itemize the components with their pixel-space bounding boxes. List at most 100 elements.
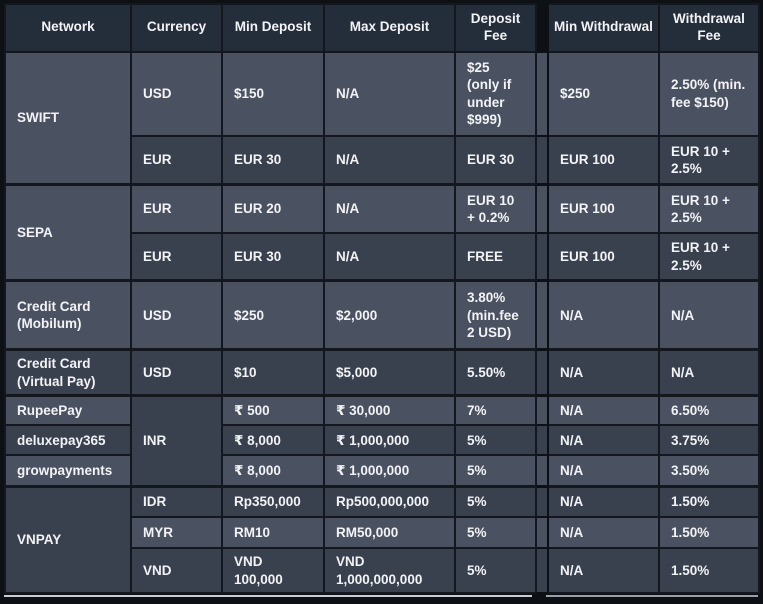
cell-network: SEPA	[4, 183, 132, 282]
cell-withdrawal-fee: 3.75%	[658, 424, 760, 457]
table-row: Credit Card (Mobilum) USD $250 $2,000 3.…	[4, 279, 760, 351]
cell-withdrawal-fee: 3.50%	[658, 454, 760, 488]
column-group-gap	[535, 547, 549, 594]
cell-currency: MYR	[130, 516, 223, 550]
column-group-gap	[535, 424, 549, 457]
table-row: deluxepay365 ₹ 8,000 ₹ 1,000,000 5% N/A …	[4, 424, 760, 457]
cell-max-deposit: $2,000	[323, 279, 456, 351]
table-row: Credit Card (Virtual Pay) USD $10 $5,000…	[4, 348, 760, 397]
cell-min-withdrawal: $250	[547, 50, 660, 137]
cell-deposit-fee: 5%	[454, 424, 537, 457]
cell-min-deposit: EUR 30	[221, 134, 325, 186]
cell-max-deposit: Rp500,000,000	[323, 484, 456, 519]
cell-withdrawal-fee: 1.50%	[658, 516, 760, 550]
cell-currency: EUR	[130, 134, 223, 186]
cell-min-deposit: $150	[221, 50, 325, 137]
column-group-gap	[535, 134, 549, 186]
cell-min-deposit: $250	[221, 279, 325, 351]
cell-max-deposit: N/A	[323, 134, 456, 186]
cell-min-withdrawal: N/A	[547, 454, 660, 488]
cell-max-deposit: N/A	[323, 50, 456, 137]
cell-min-withdrawal: N/A	[547, 484, 660, 519]
column-group-gap	[535, 484, 549, 519]
cell-deposit-fee: FREE	[454, 231, 537, 282]
table-row: SEPA EUR EUR 20 N/A EUR 10 + 0.2% EUR 10…	[4, 183, 760, 282]
cell-withdrawal-fee: 1.50%	[658, 547, 760, 594]
cell-deposit-fee: $25 (only if under $999)	[454, 50, 537, 137]
cell-deposit-fee: EUR 10 + 0.2%	[454, 183, 537, 234]
column-group-gap	[535, 231, 549, 282]
cell-network: growpayments	[4, 454, 132, 488]
cell-currency: VND	[130, 547, 223, 594]
cell-network: VNPAY	[4, 484, 132, 594]
cell-network: RupeePay	[4, 393, 132, 427]
cell-deposit-fee: 5.50%	[454, 348, 537, 397]
cell-min-withdrawal: N/A	[547, 279, 660, 351]
table-row: SWIFT USD $150 N/A $25 (only if under $9…	[4, 50, 760, 186]
cell-min-deposit: EUR 20	[221, 183, 325, 234]
cell-withdrawal-fee: 6.50%	[658, 393, 760, 427]
cell-withdrawal-fee: EUR 10 + 2.5%	[658, 183, 760, 234]
cell-withdrawal-fee: EUR 10 + 2.5%	[658, 134, 760, 186]
cell-min-deposit: $10	[221, 348, 325, 397]
table-row: growpayments ₹ 8,000 ₹ 1,000,000 5% N/A …	[4, 454, 760, 488]
cell-min-deposit: RM10	[221, 516, 325, 550]
cell-deposit-fee: 5%	[454, 484, 537, 519]
table-bottom-border	[4, 594, 758, 597]
cell-currency: EUR	[130, 183, 223, 234]
cell-withdrawal-fee: 2.50% (min. fee $150)	[658, 50, 760, 137]
table-row: VND VND 100,000 VND 1,000,000,000 5% N/A…	[5, 547, 760, 594]
col-header-min-deposit: Min Deposit	[221, 3, 325, 53]
cell-min-withdrawal: EUR 100	[547, 231, 660, 282]
table-row: RupeePay INR ₹ 500 ₹ 30,000 7% N/A 6.50%	[4, 393, 760, 488]
col-header-deposit-fee: Deposit Fee	[454, 3, 537, 53]
col-header-currency: Currency	[130, 3, 223, 53]
column-group-gap	[535, 516, 549, 550]
cell-currency: USD	[130, 50, 223, 137]
col-header-max-deposit: Max Deposit	[323, 3, 456, 53]
column-group-gap	[535, 348, 549, 397]
cell-deposit-fee: EUR 30	[454, 134, 537, 186]
cell-min-deposit: Rp350,000	[221, 484, 325, 519]
cell-currency: INR	[130, 393, 223, 488]
cell-network: SWIFT	[4, 50, 132, 186]
cell-network: deluxepay365	[4, 424, 132, 457]
cell-network: Credit Card (Virtual Pay)	[4, 348, 132, 397]
cell-max-deposit: VND 1,000,000,000	[323, 547, 456, 594]
cell-withdrawal-fee: N/A	[658, 348, 760, 397]
column-group-gap	[535, 393, 549, 427]
cell-deposit-fee: 7%	[454, 393, 537, 427]
cell-min-withdrawal: N/A	[547, 393, 660, 427]
cell-network: Credit Card (Mobilum)	[4, 279, 132, 351]
cell-currency: USD	[130, 279, 223, 351]
column-group-gap	[535, 3, 549, 53]
cell-min-withdrawal: EUR 100	[547, 183, 660, 234]
cell-min-deposit: EUR 30	[221, 231, 325, 282]
cell-withdrawal-fee: 1.50%	[658, 484, 760, 519]
cell-deposit-fee: 5%	[454, 454, 537, 488]
header-row: Network Currency Min Deposit Max Deposit…	[4, 3, 760, 53]
table-row: VNPAY IDR Rp350,000 Rp500,000,000 5% N/A…	[4, 484, 760, 594]
cell-min-deposit: ₹ 8,000	[221, 454, 325, 488]
cell-max-deposit: $5,000	[323, 348, 456, 397]
col-header-withdrawal-fee: Withdrawal Fee	[658, 3, 760, 53]
cell-max-deposit: ₹ 1,000,000	[323, 424, 456, 457]
cell-max-deposit: N/A	[323, 183, 456, 234]
cell-max-deposit: N/A	[323, 231, 456, 282]
cell-withdrawal-fee: EUR 10 + 2.5%	[658, 231, 760, 282]
cell-deposit-fee: 5%	[454, 516, 537, 550]
col-header-network: Network	[4, 3, 132, 53]
cell-currency: USD	[130, 348, 223, 397]
cell-max-deposit: RM50,000	[323, 516, 456, 550]
table-row: EUR EUR 30 N/A FREE EUR 100 EUR 10 + 2.5…	[5, 231, 760, 282]
column-group-gap	[535, 50, 549, 137]
cell-max-deposit: ₹ 30,000	[323, 393, 456, 427]
cell-min-deposit: ₹ 8,000	[221, 424, 325, 457]
cell-min-withdrawal: N/A	[547, 547, 660, 594]
cell-currency: EUR	[130, 231, 223, 282]
cell-withdrawal-fee: N/A	[658, 279, 760, 351]
col-header-min-withdrawal: Min Withdrawal	[547, 3, 660, 53]
cell-deposit-fee: 3.80% (min.fee 2 USD)	[454, 279, 537, 351]
cell-max-deposit: ₹ 1,000,000	[323, 454, 456, 488]
cell-min-withdrawal: EUR 100	[547, 134, 660, 186]
